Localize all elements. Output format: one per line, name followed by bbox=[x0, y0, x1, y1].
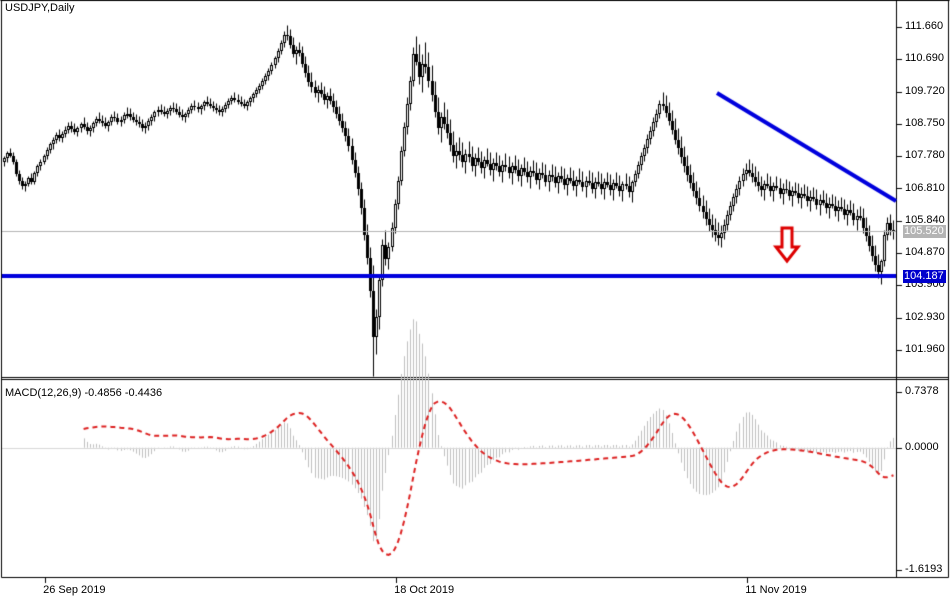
price-tick-label: 107.780 bbox=[905, 149, 945, 162]
last-price-tag: 105.520 bbox=[903, 225, 946, 239]
date-tick-label: 11 Nov 2019 bbox=[745, 584, 807, 596]
price-tick-label: 103.900 bbox=[905, 278, 945, 291]
support-level-tag: 104.187 bbox=[903, 269, 946, 283]
price-tick-label: 105.840 bbox=[905, 213, 945, 226]
date-tick-label: 18 Oct 2019 bbox=[394, 584, 455, 596]
macd-indicator-title: MACD(12,26,9) -0.4856 -0.4436 bbox=[5, 387, 163, 399]
price-tick-label: 106.810 bbox=[905, 181, 945, 194]
price-tick-label: 108.750 bbox=[905, 116, 945, 129]
symbol-period-title: USDJPY,Daily bbox=[5, 2, 75, 14]
price-tick-label: 111.660 bbox=[905, 20, 944, 32]
price-tick-label: 110.690 bbox=[905, 52, 944, 65]
price-tick-label: 104.870 bbox=[905, 246, 945, 259]
date-tick-label: 26 Sep 2019 bbox=[43, 584, 106, 596]
macd-tick-label: 0.7378 bbox=[905, 385, 939, 397]
macd-tick-label: 0.0000 bbox=[905, 440, 939, 453]
macd-tick-label: -1.6193 bbox=[905, 563, 943, 575]
price-tick-label: 101.960 bbox=[905, 343, 945, 355]
price-tick-label: 102.930 bbox=[905, 310, 945, 323]
price-tick-label: 109.720 bbox=[905, 84, 945, 97]
